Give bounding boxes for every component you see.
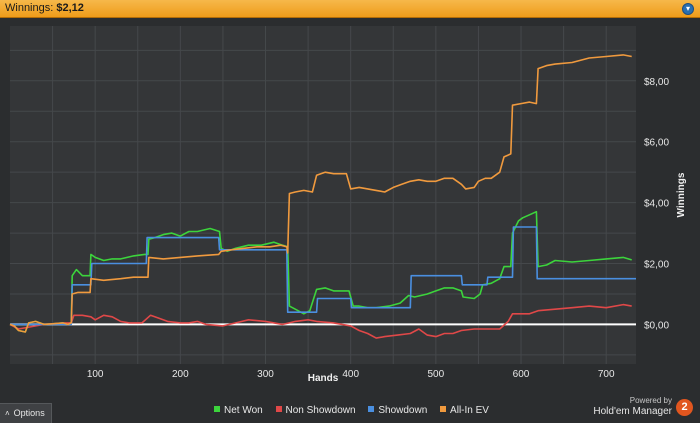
x-tick-label: 200: [172, 369, 189, 380]
x-tick-label: 100: [87, 369, 104, 380]
legend-swatch: [275, 406, 282, 412]
title-bar: Winnings: $2,12 ▾: [0, 0, 700, 18]
y-tick-label: $6,00: [644, 138, 669, 149]
hem-logo: 2: [676, 399, 693, 416]
title-label: Winnings:: [5, 2, 54, 14]
legend-swatch: [440, 406, 447, 412]
chart-legend: Net Won Non Showdown Showdown All-In EV: [214, 405, 499, 416]
legend-item-net-won[interactable]: Net Won: [214, 405, 263, 416]
y-tick-label: $2,00: [644, 260, 669, 271]
powered-by: Powered by Hold'em Manager: [562, 396, 672, 418]
x-tick-labels: 100 200 300 400 500 600 700: [87, 369, 615, 380]
x-tick-label: 500: [428, 369, 445, 380]
series-line-net-won: [9, 210, 632, 333]
y-axis-label: Winnings: [676, 172, 687, 217]
legend-label: All-In EV: [450, 405, 489, 416]
window-title: Winnings: $2,12: [5, 2, 84, 14]
info-icon[interactable]: ▾: [682, 3, 694, 15]
y-tick-label: $4,00: [644, 199, 669, 210]
x-tick-label: 400: [342, 369, 359, 380]
options-label: Options: [13, 408, 45, 418]
title-value: $2,12: [56, 2, 84, 14]
plot-background: [10, 26, 636, 364]
series-lines: [9, 54, 636, 339]
product-name: Hold'em Manager: [593, 406, 672, 417]
x-axis-label: Hands: [308, 373, 339, 384]
x-tick-label: 300: [257, 369, 274, 380]
x-tick-label: 700: [598, 369, 615, 380]
legend-label: Non Showdown: [285, 405, 356, 416]
series-line-all-in-ev: [9, 54, 632, 333]
series-line-non-showdown: [9, 303, 632, 339]
winnings-chart: 100 200 300 400 500 600 700 $0,00 $2,00 $4,00 $6,…: [9, 26, 687, 384]
series-line-showdown: [10, 226, 636, 326]
legend-item-showdown[interactable]: Showdown: [368, 405, 427, 416]
chevron-up-icon: ˄: [5, 409, 10, 418]
legend-swatch: [368, 406, 375, 412]
legend-label: Net Won: [224, 405, 263, 416]
options-button[interactable]: ˄ Options: [0, 403, 52, 423]
x-tick-label: 600: [513, 369, 530, 380]
y-tick-labels: $0,00 $2,00 $4,00 $6,00 $8,00: [644, 77, 669, 332]
legend-label: Showdown: [378, 405, 428, 416]
powered-by-text: Powered by: [629, 396, 672, 405]
y-tick-label: $0,00: [644, 320, 669, 331]
legend-swatch: [214, 406, 220, 412]
legend-item-all-in-ev[interactable]: All-In EV: [440, 405, 489, 416]
legend-item-non-showdown[interactable]: Non Showdown: [275, 405, 356, 416]
y-tick-label: $8,00: [644, 77, 669, 88]
